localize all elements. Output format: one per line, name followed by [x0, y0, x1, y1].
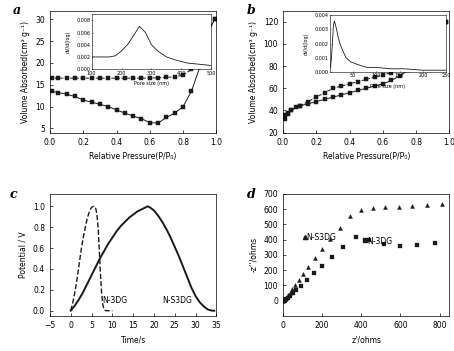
Y-axis label: Volume Absorbed(cm³ g⁻¹): Volume Absorbed(cm³ g⁻¹)	[21, 21, 30, 122]
X-axis label: Time/s: Time/s	[121, 335, 146, 344]
Y-axis label: -z’’/ohms: -z’’/ohms	[249, 237, 258, 272]
Text: N-3DG: N-3DG	[367, 237, 392, 246]
X-axis label: Relative Pressure(P/P₀): Relative Pressure(P/P₀)	[89, 152, 177, 161]
X-axis label: z’/ohms: z’/ohms	[351, 335, 381, 344]
Y-axis label: Volume Absorbed(cm³ g⁻¹): Volume Absorbed(cm³ g⁻¹)	[249, 21, 258, 122]
Text: d: d	[247, 188, 255, 201]
Text: c: c	[10, 188, 18, 201]
Y-axis label: Potential / V: Potential / V	[19, 232, 27, 278]
Text: N-S3DG: N-S3DG	[163, 297, 192, 305]
Text: a: a	[13, 5, 21, 18]
X-axis label: Relative Pressure(P/P₀): Relative Pressure(P/P₀)	[322, 152, 410, 161]
Text: b: b	[247, 5, 255, 18]
Text: N-3DG: N-3DG	[102, 297, 127, 305]
Text: N-S3DG: N-S3DG	[306, 233, 336, 242]
